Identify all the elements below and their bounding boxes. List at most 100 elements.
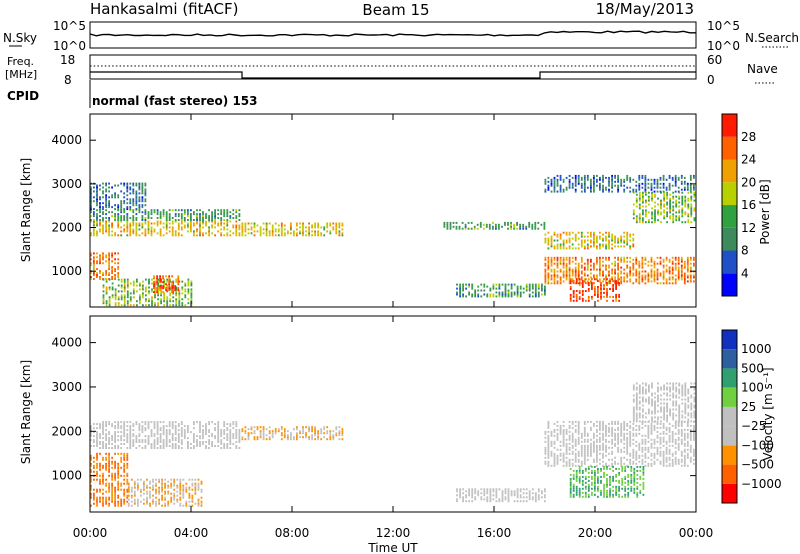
- velocity-cell: [626, 428, 629, 431]
- power-cell: [581, 282, 584, 285]
- power-cell: [605, 256, 607, 259]
- velocity-cell: [671, 454, 674, 457]
- velocity-cell: [199, 437, 201, 440]
- velocity-cell: [597, 471, 599, 474]
- power-cell: [611, 174, 613, 177]
- power-cell: [480, 283, 483, 286]
- power-cell: [126, 220, 129, 223]
- power-cell: [459, 289, 461, 292]
- power-cell: [247, 228, 250, 231]
- velocity-cell: [639, 469, 642, 472]
- power-cell: [99, 272, 101, 275]
- velocity-cell: [299, 430, 301, 433]
- power-cell: [590, 182, 592, 185]
- velocity-cell: [653, 456, 656, 459]
- velocity-cell: [620, 438, 623, 441]
- velocity-cell: [126, 425, 129, 428]
- velocity-cell: [550, 442, 553, 445]
- power-cell: [556, 235, 559, 238]
- velocity-cell: [132, 433, 135, 436]
- power-cell: [608, 182, 610, 185]
- velocity-cell: [140, 488, 142, 491]
- velocity-cell: [173, 484, 176, 487]
- power-cell: [541, 293, 543, 296]
- power-cell: [241, 234, 244, 237]
- power-cell: [608, 180, 610, 183]
- velocity-cell: [133, 500, 136, 503]
- power-cell: [166, 290, 169, 293]
- velocity-cell: [586, 450, 589, 453]
- power-cell: [591, 278, 593, 281]
- power-cell: [178, 280, 181, 283]
- velocity-cell: [117, 439, 120, 442]
- power-cell: [187, 302, 190, 305]
- velocity-cell: [544, 446, 547, 449]
- velocity-cell: [123, 458, 126, 461]
- power-cell: [446, 225, 449, 228]
- power-cell: [235, 217, 238, 219]
- power-cell: [338, 234, 341, 237]
- power-cell: [656, 270, 659, 273]
- velocity-cell: [202, 431, 204, 434]
- velocity-cell: [194, 486, 197, 489]
- velocity-cell: [93, 460, 95, 463]
- power-cell: [614, 276, 616, 279]
- power-cell: [568, 262, 571, 265]
- power-cell: [602, 239, 604, 242]
- velocity-cell: [99, 468, 101, 471]
- velocity-cell: [329, 432, 332, 435]
- velocity-cell: [556, 432, 559, 435]
- velocity-cell: [317, 434, 319, 437]
- power-cell: [559, 270, 562, 273]
- power-cell: [93, 186, 95, 189]
- velocity-cell: [162, 421, 165, 424]
- velocity-cell: [341, 428, 344, 431]
- power-cell: [675, 211, 678, 214]
- velocity-cell: [581, 495, 584, 498]
- velocity-cell: [180, 447, 183, 449]
- power-cell: [477, 289, 480, 292]
- power-cell: [641, 174, 644, 177]
- power-cell: [668, 182, 671, 185]
- power-cell: [93, 256, 95, 259]
- power-cell: [620, 180, 623, 183]
- power-cell: [690, 195, 693, 198]
- power-cell: [145, 300, 147, 303]
- velocity-cell: [583, 460, 586, 463]
- power-cell: [686, 264, 689, 267]
- power-cell: [341, 232, 344, 235]
- power-cell: [471, 293, 474, 296]
- velocity-cell: [226, 429, 229, 432]
- velocity-cell: [638, 402, 641, 405]
- velocity-cell: [253, 426, 256, 429]
- velocity-cell: [320, 438, 323, 441]
- power-cell: [108, 219, 110, 221]
- power-cell: [108, 258, 110, 261]
- power-cell: [154, 296, 156, 299]
- power-cell: [157, 290, 159, 293]
- power-cell: [120, 190, 123, 193]
- power-cell: [547, 176, 550, 179]
- power-cell: [574, 235, 577, 238]
- power-cell: [571, 237, 574, 240]
- power-cell: [314, 226, 316, 229]
- velocity-cell: [205, 431, 207, 434]
- velocity-cell: [168, 433, 171, 436]
- power-cell: [651, 199, 653, 202]
- power-cell: [550, 245, 553, 248]
- velocity-cell: [123, 498, 126, 501]
- velocity-cell: [642, 493, 645, 496]
- velocity-cell: [105, 490, 107, 493]
- velocity-cell: [197, 484, 200, 487]
- velocity-cell: [577, 428, 580, 431]
- power-cell: [656, 182, 659, 185]
- velocity-cell: [90, 468, 92, 471]
- velocity-cell: [556, 460, 559, 463]
- power-cell: [513, 225, 515, 228]
- power-cell: [537, 283, 540, 286]
- velocity-cell: [170, 500, 173, 503]
- velocity-cell: [99, 466, 101, 469]
- power-cell: [129, 200, 132, 203]
- velocity-cell: [635, 444, 638, 447]
